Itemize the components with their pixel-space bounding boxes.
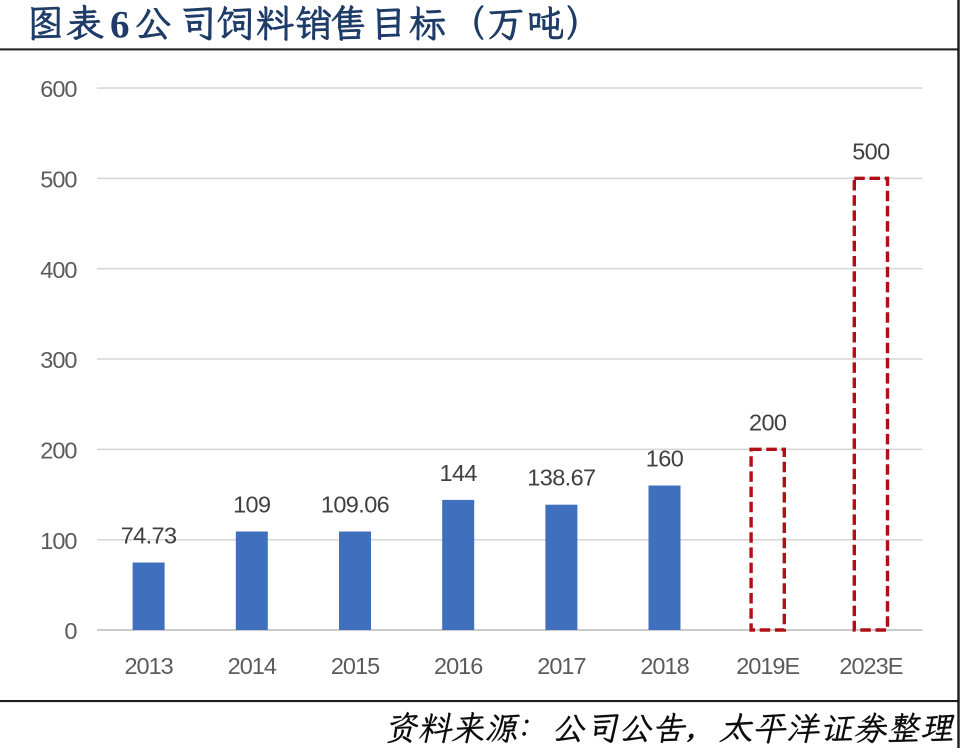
svg-text:2018: 2018: [640, 653, 689, 679]
svg-text:6: 6: [110, 3, 130, 46]
svg-text:144: 144: [439, 460, 477, 486]
svg-text:74.73: 74.73: [121, 523, 177, 549]
svg-text:2023E: 2023E: [839, 653, 902, 679]
svg-text:300: 300: [40, 347, 77, 373]
svg-text:109.06: 109.06: [321, 492, 390, 518]
svg-text:200: 200: [749, 409, 787, 435]
svg-text:2013: 2013: [124, 653, 173, 679]
svg-text:2019E: 2019E: [736, 653, 799, 679]
svg-text:2016: 2016: [434, 653, 483, 679]
svg-text:400: 400: [40, 257, 77, 283]
svg-text:109: 109: [233, 492, 270, 518]
svg-text:160: 160: [646, 446, 684, 472]
svg-text:200: 200: [40, 438, 77, 464]
svg-text:2015: 2015: [331, 653, 380, 679]
svg-text:100: 100: [40, 528, 77, 554]
svg-text:500: 500: [852, 138, 890, 164]
svg-text:500: 500: [40, 167, 77, 193]
svg-text:2017: 2017: [537, 653, 585, 679]
svg-text:138.67: 138.67: [527, 465, 595, 491]
svg-text:600: 600: [40, 76, 77, 102]
svg-text:2014: 2014: [228, 653, 277, 679]
svg-text:0: 0: [64, 618, 77, 644]
